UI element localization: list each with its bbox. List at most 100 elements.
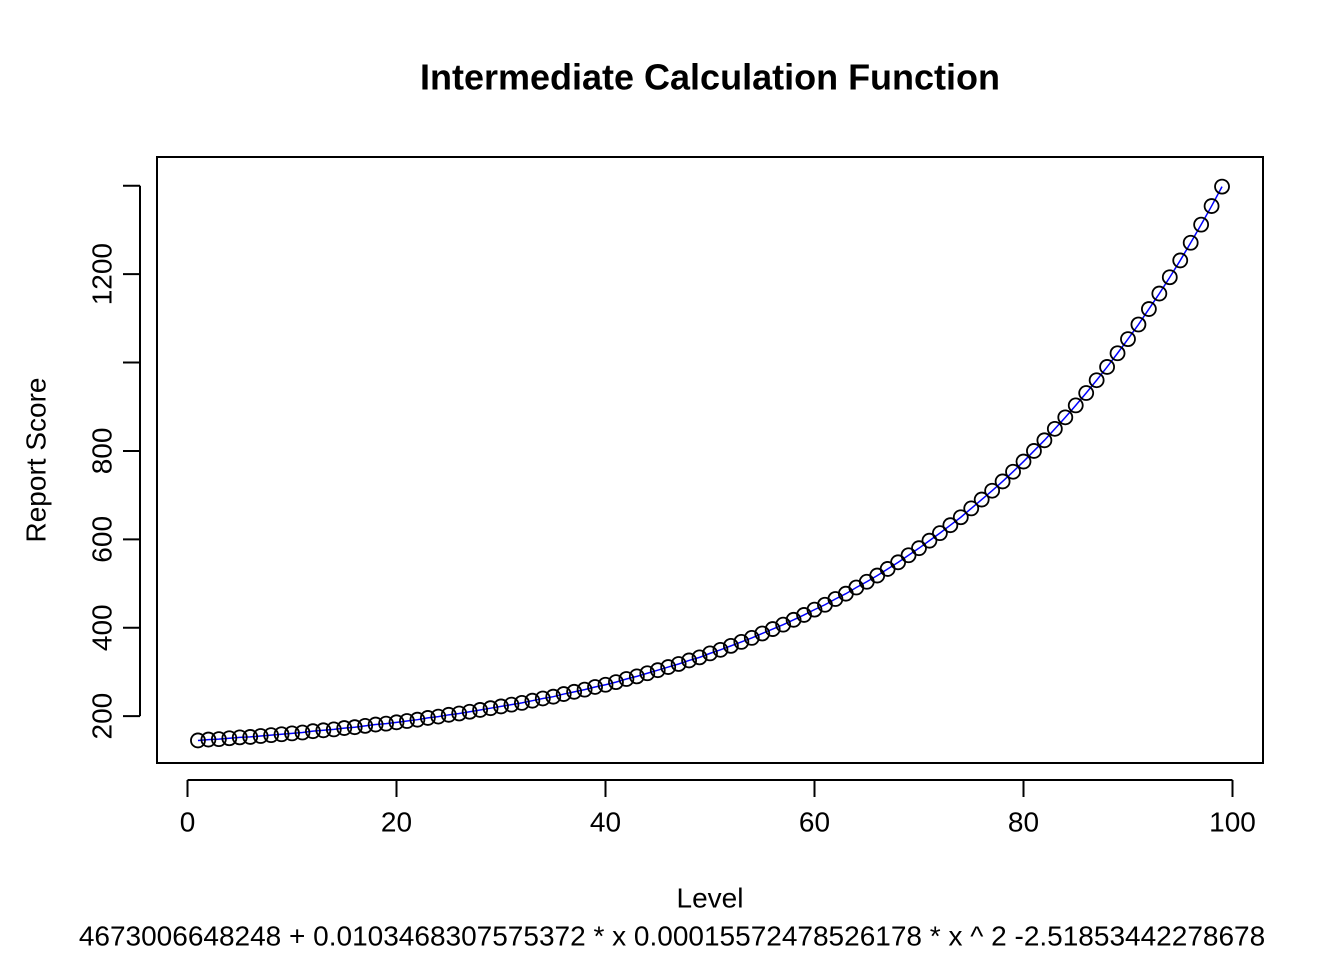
point	[482, 700, 499, 717]
caption: 4673006648248 + 0.0103468307575372 * x 0…	[79, 920, 1265, 951]
point	[1120, 331, 1136, 348]
point	[325, 721, 342, 738]
point	[555, 686, 572, 702]
point	[200, 731, 217, 748]
point	[911, 540, 927, 557]
point	[1130, 316, 1147, 333]
point	[472, 702, 489, 718]
point	[628, 668, 645, 685]
point	[597, 676, 614, 693]
point	[702, 645, 718, 662]
point	[712, 641, 729, 658]
point	[722, 637, 739, 654]
point	[231, 729, 248, 746]
point	[1161, 269, 1178, 286]
point	[733, 633, 750, 650]
point	[775, 616, 792, 633]
point	[670, 656, 687, 672]
point	[440, 706, 457, 723]
point	[1067, 397, 1084, 414]
point	[618, 671, 635, 687]
point	[994, 473, 1011, 490]
point	[639, 665, 656, 682]
point	[534, 690, 551, 707]
point	[743, 630, 760, 646]
point	[1005, 463, 1021, 480]
plot-frame	[156, 156, 1264, 764]
point	[305, 723, 321, 740]
point	[691, 649, 708, 666]
point	[378, 715, 394, 732]
point	[336, 720, 353, 736]
point	[430, 708, 447, 725]
y-tick-label: 600	[86, 516, 117, 563]
point	[973, 491, 990, 508]
point	[785, 611, 802, 628]
point	[681, 652, 698, 669]
x-axis-label: Level	[677, 882, 744, 913]
point	[263, 727, 280, 744]
point	[1078, 385, 1095, 401]
point	[284, 725, 300, 742]
y-tick-label: 400	[86, 604, 117, 651]
point	[221, 730, 238, 747]
point	[608, 674, 624, 691]
point	[952, 509, 969, 526]
point	[806, 601, 823, 618]
point	[1026, 443, 1042, 459]
point	[942, 517, 959, 534]
point	[461, 703, 478, 720]
point	[190, 732, 206, 749]
point	[1172, 252, 1189, 269]
point	[764, 621, 781, 637]
point	[409, 711, 426, 728]
point	[576, 681, 593, 698]
point	[210, 731, 227, 748]
chart-title: Intermediate Calculation Function	[420, 57, 1000, 98]
point	[649, 662, 666, 679]
y-tick-label: 1200	[86, 243, 117, 305]
point	[315, 722, 332, 739]
point	[514, 694, 530, 711]
y-axis-label: Report Score	[20, 378, 51, 543]
point	[587, 679, 603, 695]
point	[346, 719, 363, 736]
point	[1203, 198, 1220, 214]
point	[1140, 301, 1157, 317]
point	[1151, 285, 1168, 302]
point	[367, 716, 384, 733]
point	[524, 692, 541, 709]
point	[660, 659, 677, 675]
point	[754, 625, 771, 642]
point	[1088, 372, 1105, 389]
y-tick-label: 200	[86, 693, 117, 740]
point	[1182, 234, 1199, 251]
point	[545, 688, 562, 705]
point	[357, 717, 374, 734]
point	[1193, 216, 1210, 233]
point	[399, 713, 415, 729]
y-tick-label: 800	[86, 428, 117, 475]
point	[388, 714, 405, 731]
point	[294, 724, 311, 741]
point	[921, 532, 938, 549]
point	[1214, 178, 1230, 195]
x-tick-label: 20	[381, 806, 412, 837]
point	[1015, 453, 1032, 470]
point	[1057, 409, 1074, 426]
x-tick-label: 80	[1008, 806, 1039, 837]
point	[963, 500, 980, 517]
point	[252, 728, 269, 744]
point	[451, 705, 468, 722]
x-tick-label: 100	[1209, 806, 1256, 837]
point	[273, 726, 290, 743]
point	[931, 525, 948, 542]
point	[1099, 359, 1115, 375]
point	[242, 729, 259, 745]
point	[1036, 432, 1053, 449]
x-tick-label: 40	[590, 806, 621, 837]
point	[1046, 420, 1063, 437]
point	[503, 696, 520, 713]
